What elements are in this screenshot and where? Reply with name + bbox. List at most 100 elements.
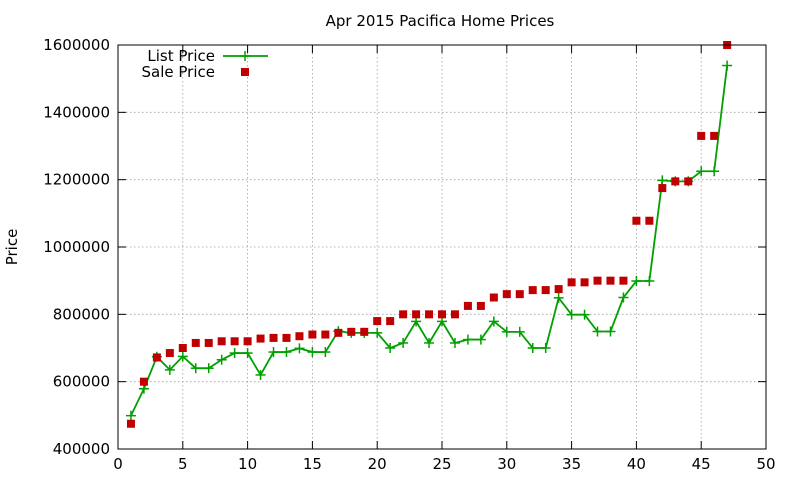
- x-tick-label: 0: [113, 455, 123, 473]
- sale-price-point: [489, 293, 498, 302]
- list-price-point: [320, 347, 331, 358]
- y-tick-label: 1600000: [43, 36, 110, 54]
- sale-price-point: [671, 177, 680, 186]
- x-tick-label: 30: [497, 455, 516, 473]
- sale-price-point: [295, 332, 304, 341]
- series-list-price: [125, 60, 733, 421]
- sale-price-point: [567, 278, 576, 287]
- list-price-point: [527, 343, 538, 353]
- chart-title: Apr 2015 Pacifica Home Prices: [326, 12, 555, 30]
- sale-price-point: [541, 286, 550, 295]
- sale-price-point: [684, 177, 693, 186]
- axis-ticks: 0 5 10 15 20 25 30 35 40 45 50 400000 600000 800000 10…: [43, 36, 775, 473]
- list-price-point: [709, 166, 720, 177]
- list-price-point: [281, 347, 292, 358]
- list-price-point: [462, 334, 473, 345]
- sale-price-point: [256, 334, 265, 343]
- sale-price-point: [191, 338, 200, 347]
- legend-marker-square: [241, 68, 249, 76]
- sale-price-point: [554, 285, 563, 294]
- list-price-point: [722, 60, 733, 71]
- sale-price-point: [593, 276, 602, 285]
- sale-price-point: [347, 327, 356, 336]
- sale-price-point: [321, 330, 330, 339]
- sale-price-point: [450, 310, 459, 319]
- y-axis-label: Price: [3, 229, 21, 266]
- sale-price-point: [658, 184, 667, 193]
- list-price-point: [657, 175, 668, 186]
- sale-price-point: [126, 419, 135, 428]
- x-tick-label: 20: [368, 455, 387, 473]
- series-layer: [125, 41, 733, 428]
- list-price-point: [488, 316, 499, 327]
- sale-price-point: [502, 290, 511, 299]
- sale-price-point: [619, 276, 628, 285]
- sale-price-point: [360, 327, 369, 336]
- list-price-point: [177, 351, 188, 362]
- y-tick-label: 800000: [53, 305, 110, 323]
- list-price-point: [644, 276, 655, 287]
- x-tick-label: 25: [432, 455, 451, 473]
- sale-price-point: [606, 276, 615, 285]
- x-tick-label: 15: [303, 455, 322, 473]
- y-tick-label: 400000: [53, 440, 110, 458]
- list-price-line: [130, 65, 729, 417]
- list-price-point: [164, 364, 175, 375]
- sale-price-point: [710, 131, 719, 140]
- sale-price-point: [152, 353, 161, 362]
- sale-price-point: [399, 310, 408, 319]
- sale-price-point: [308, 330, 317, 339]
- x-tick-label: 40: [627, 455, 646, 473]
- list-price-point: [696, 166, 707, 177]
- list-price-point: [566, 309, 577, 320]
- sale-price-point: [528, 286, 537, 295]
- list-price-point: [372, 327, 383, 338]
- list-price-point: [631, 276, 642, 287]
- list-price-point: [385, 343, 396, 353]
- list-price-point: [592, 326, 603, 337]
- list-price-point: [307, 347, 318, 358]
- list-price-point: [242, 348, 253, 359]
- sale-price-point: [412, 310, 421, 319]
- x-tick-label: 35: [562, 455, 581, 473]
- sale-price-point: [425, 310, 434, 319]
- sale-price-point: [217, 337, 226, 346]
- sale-price-point: [438, 310, 446, 319]
- list-price-point: [229, 348, 240, 359]
- sale-price-point: [230, 337, 239, 346]
- sale-price-point: [632, 216, 641, 225]
- list-price-point: [255, 369, 266, 380]
- sale-price-point: [515, 290, 524, 299]
- sale-price-point: [334, 328, 343, 337]
- sale-price-point: [386, 317, 395, 326]
- list-price-point: [475, 334, 486, 345]
- sale-price-point: [269, 333, 278, 342]
- x-tick-label: 45: [692, 455, 711, 473]
- y-tick-label: 1400000: [43, 103, 110, 121]
- y-tick-label: 600000: [53, 373, 110, 391]
- list-price-point: [294, 343, 305, 354]
- list-price-point: [449, 337, 460, 348]
- sale-price-point: [139, 377, 148, 386]
- list-price-point: [424, 337, 435, 348]
- list-price-point: [125, 410, 136, 421]
- list-price-point: [553, 292, 564, 303]
- list-price-point: [514, 326, 525, 337]
- sale-price-point: [178, 344, 187, 352]
- y-tick-label: 1000000: [43, 238, 110, 256]
- list-price-point: [605, 326, 616, 337]
- legend-label: List Price: [147, 47, 215, 65]
- list-price-point: [540, 343, 551, 353]
- list-price-point: [579, 309, 590, 320]
- x-tick-label: 50: [756, 455, 775, 473]
- plot-frame: [117, 44, 767, 450]
- list-price-point: [190, 363, 201, 374]
- sale-price-point: [580, 278, 589, 287]
- y-tick-label: 1200000: [43, 171, 110, 189]
- sale-price-point: [165, 349, 174, 358]
- series-sale-price: [126, 41, 732, 428]
- x-tick-label: 10: [238, 455, 257, 473]
- sale-price-point: [463, 301, 472, 310]
